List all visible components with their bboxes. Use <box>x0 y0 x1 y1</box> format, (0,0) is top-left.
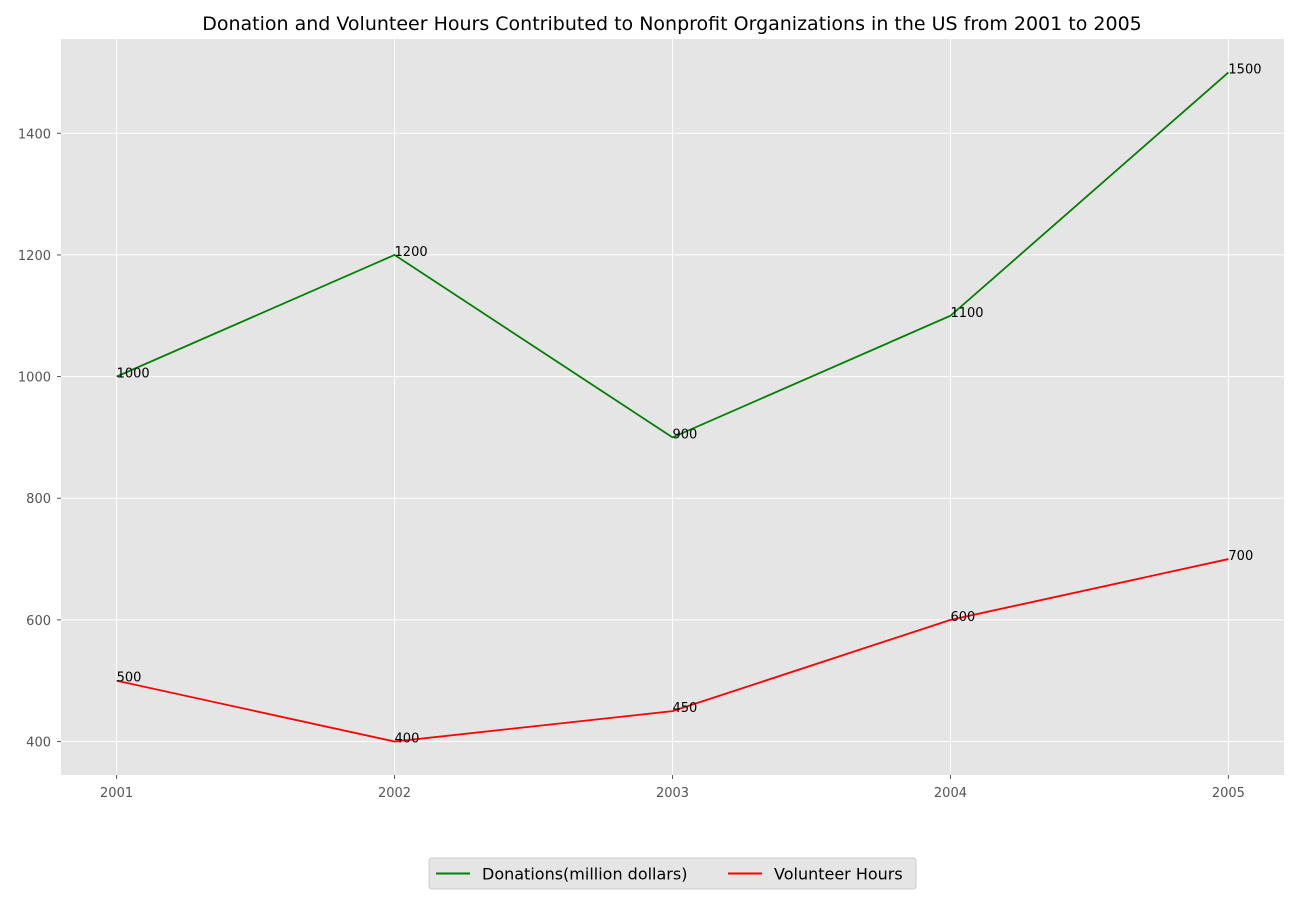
x-tick-label: 2002 <box>378 786 411 801</box>
data-label: 900 <box>673 427 698 442</box>
legend-label-1: Donations(million dollars) <box>482 865 687 884</box>
legend: Donations(million dollars) Volunteer Hour… <box>428 857 917 890</box>
legend-box <box>428 857 917 890</box>
x-tick-label: 2003 <box>656 786 689 801</box>
data-label: 1500 <box>1228 62 1261 77</box>
axis-ticks: 2001 2002 2003 2004 2005 400 600 800 1000 1200 140… <box>18 127 1245 801</box>
data-label: 700 <box>1228 549 1253 564</box>
data-label: 600 <box>950 610 975 625</box>
data-label: 400 <box>395 732 420 747</box>
series-line-1 <box>116 71 1230 439</box>
chart-title: Donation and Volunteer Hours Contributed… <box>202 13 1142 35</box>
data-label: 1000 <box>117 367 150 382</box>
series-line-2 <box>116 558 1229 743</box>
data-label: 450 <box>673 701 698 716</box>
data-labels: 1000 1200 900 1100 1500 500 400 450 600 700 <box>117 62 1262 746</box>
series-lines <box>116 71 1230 743</box>
y-tick-label: 1200 <box>18 249 51 264</box>
data-label: 500 <box>117 671 142 686</box>
y-tick-label: 400 <box>26 736 51 751</box>
y-tick-label: 800 <box>26 492 51 507</box>
x-tick-label: 2001 <box>100 786 133 801</box>
data-label: 1100 <box>950 306 983 321</box>
x-tick-label: 2005 <box>1212 786 1245 801</box>
y-tick-label: 600 <box>26 614 51 629</box>
data-label: 1200 <box>395 245 428 260</box>
y-tick-label: 1000 <box>18 371 51 386</box>
y-tick-label: 1400 <box>18 127 51 142</box>
legend-label-2: Volunteer Hours <box>774 865 903 884</box>
grid-lines <box>61 39 1284 775</box>
x-tick-label: 2004 <box>934 786 967 801</box>
